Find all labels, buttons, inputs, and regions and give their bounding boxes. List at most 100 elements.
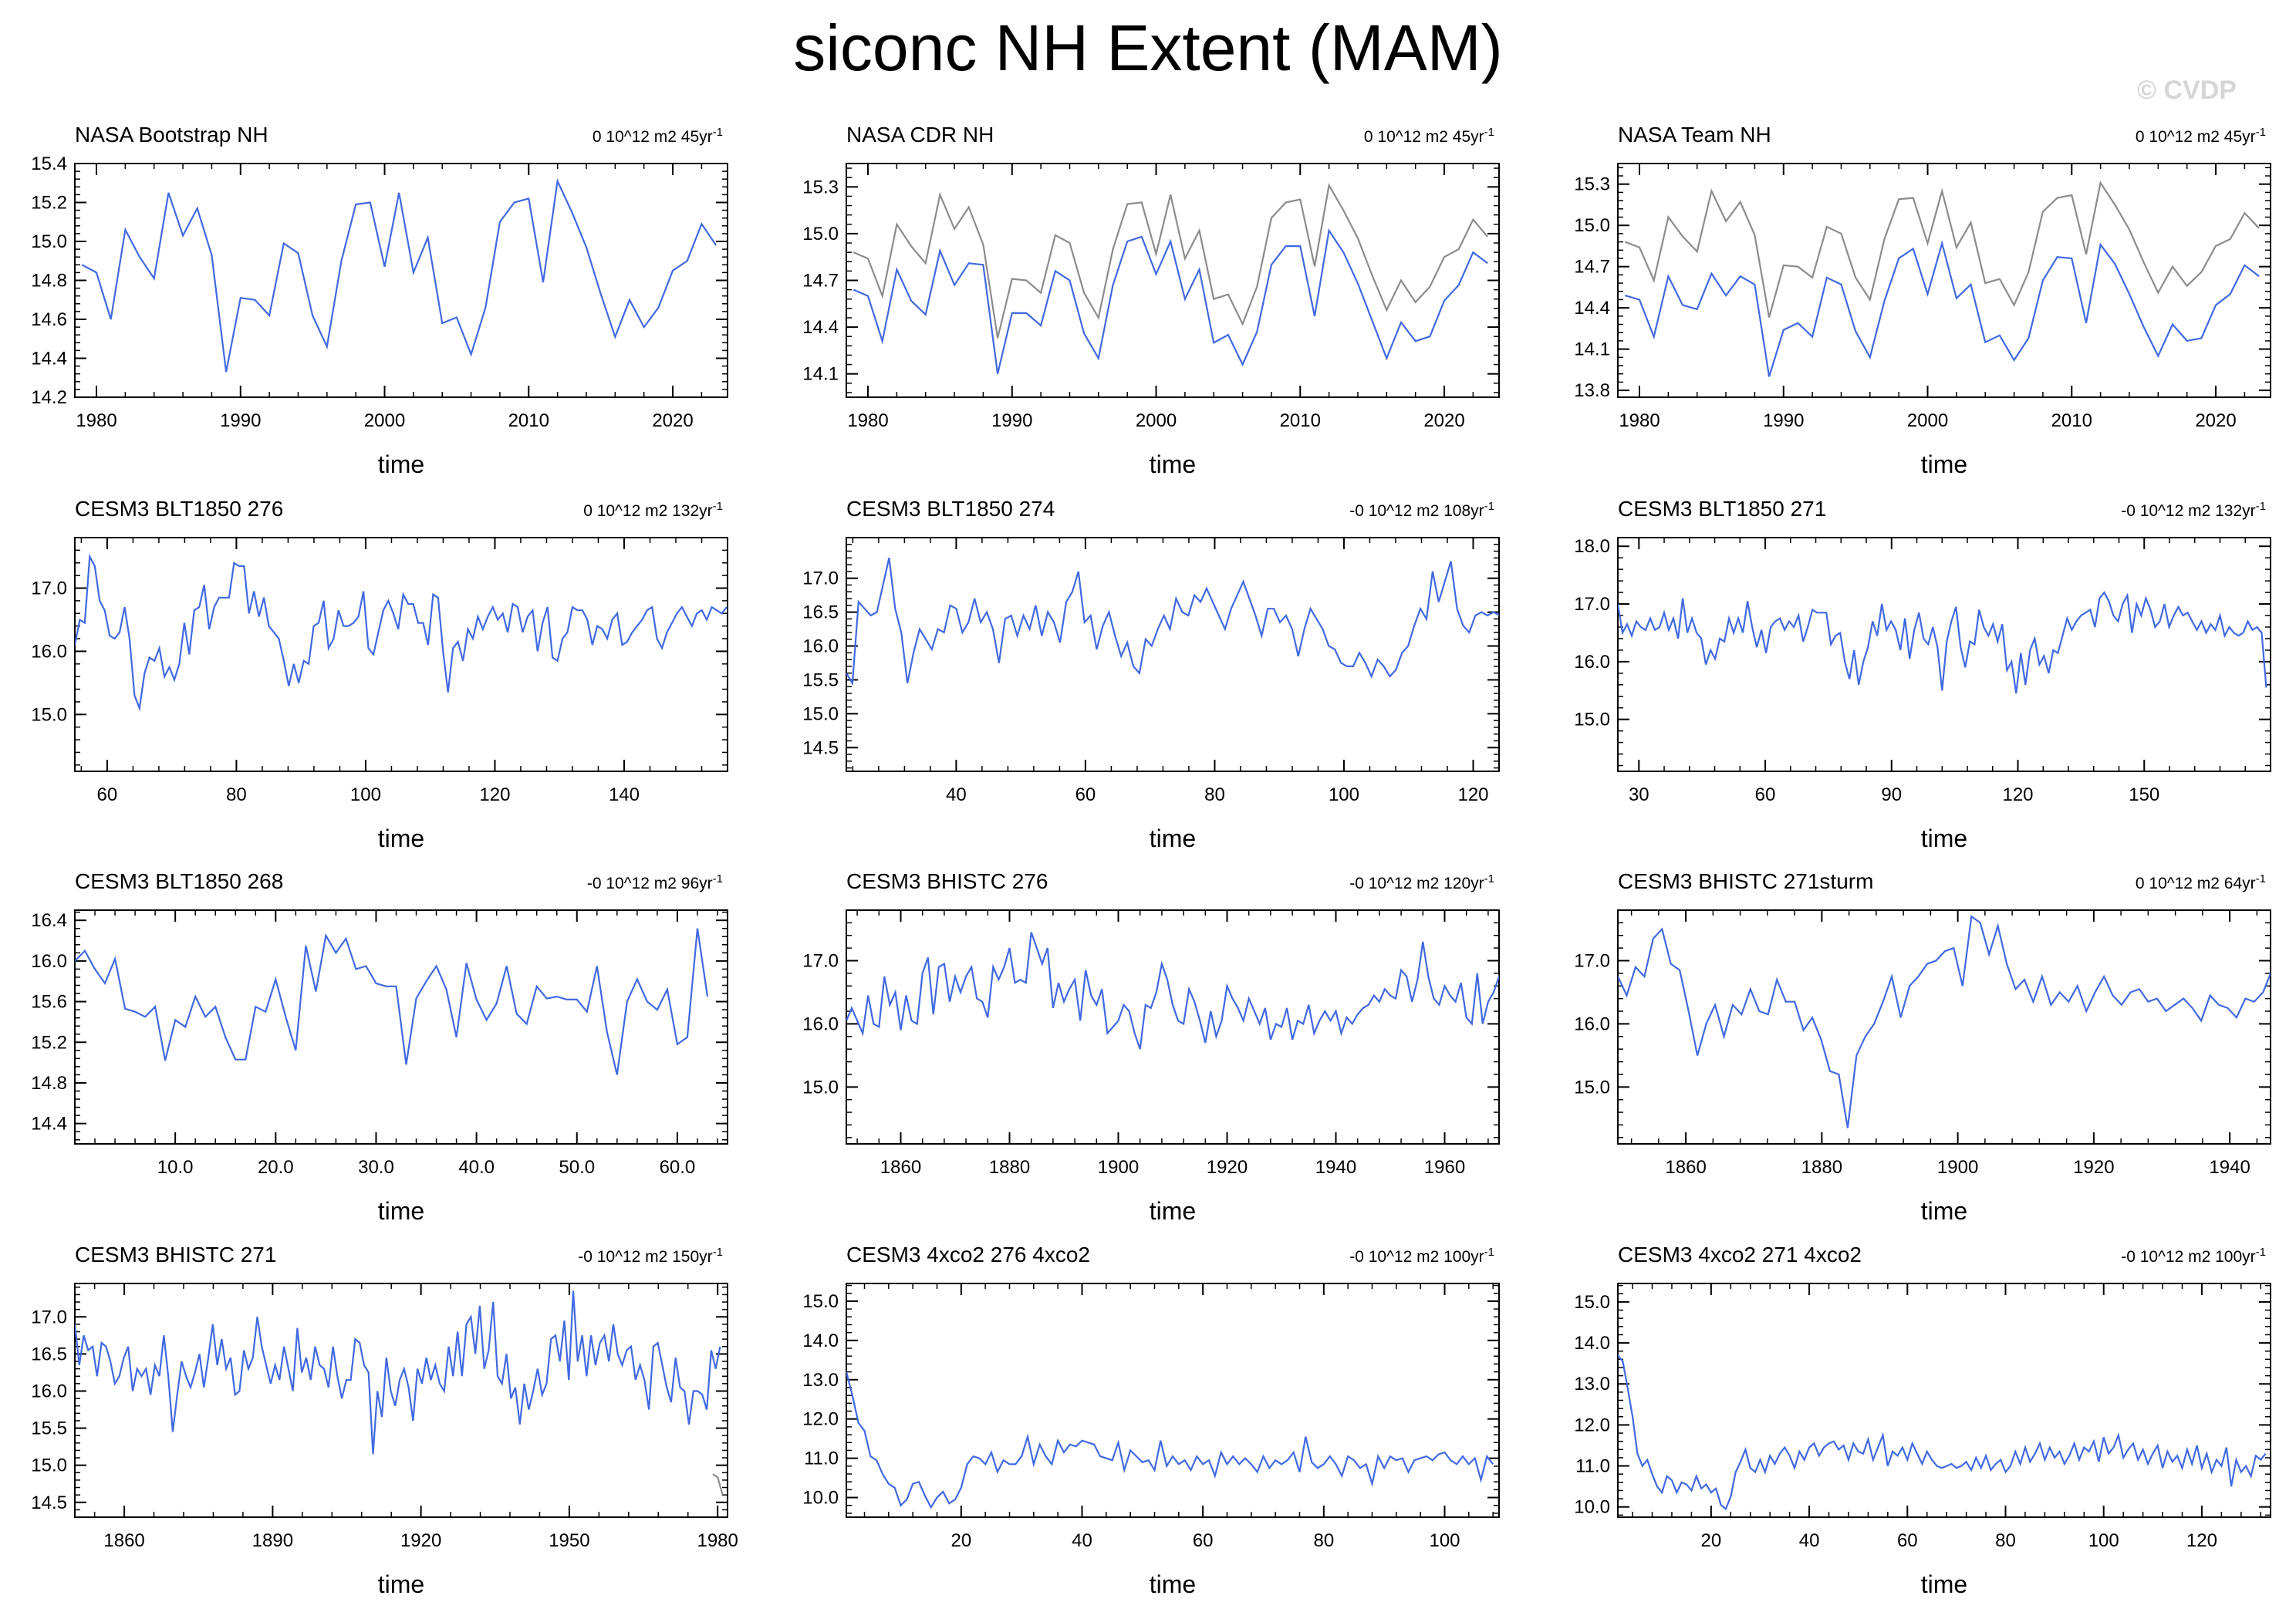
x-axis-label: time [1921,1197,1967,1225]
y-tick-label: 16.0 [1574,1014,1610,1034]
x-tick-label: 2020 [1423,410,1464,431]
trend-label: 0 10^12 m2 132yr-1 [583,500,723,520]
y-tick-label: 17.0 [1574,594,1610,615]
x-tick-label: 1860 [1665,1157,1706,1178]
x-axis-label: time [378,450,424,478]
x-tick-label: 1900 [1098,1157,1139,1178]
x-tick-label: 1990 [1763,410,1804,431]
y-tick-label: 14.4 [1574,298,1610,319]
chart-panel-11: CESM3 4xco2 276 4xco2 -0 10^12 m2 100yr-1… [802,1243,1500,1598]
plot-frame [74,537,728,772]
x-tick-label: 100 [1329,784,1359,805]
y-tick-label: 16.5 [31,1344,67,1364]
x-tick-label: 2000 [1907,410,1948,431]
y-tick-label: 15.3 [802,177,839,197]
x-tick-label: 20 [1701,1530,1722,1551]
x-tick-label: 20.0 [258,1157,294,1178]
trend-label: -0 10^12 m2 100yr-1 [1349,1246,1494,1266]
y-tick-label: 14.8 [31,1073,67,1094]
x-tick-label: 1980 [697,1530,738,1551]
x-tick-label: 20 [950,1530,971,1551]
x-tick-label: 80 [1995,1530,2016,1551]
y-tick-label: 11.0 [1575,1456,1610,1477]
x-axis-label: time [1921,450,1967,478]
y-tick-label: 15.2 [31,193,67,214]
y-tick-label: 14.5 [31,1493,67,1513]
trend-label: -0 10^12 m2 132yr-1 [2121,500,2266,520]
chart-panel-12: CESM3 4xco2 271 4xco2 -0 10^12 m2 100yr-1… [1574,1243,2271,1598]
x-tick-label: 1980 [1619,410,1660,431]
y-tick-label: 16.0 [1574,652,1610,673]
y-tick-label: 15.0 [31,231,67,252]
x-tick-label: 80 [1204,784,1225,805]
y-tick-label: 15.0 [1574,1077,1610,1098]
cvdp-credit-watermark: © CVDP [2137,76,2237,105]
y-tick-label: 15.6 [31,992,67,1013]
panel-title: CESM3 4xco2 276 4xco2 [846,1243,1090,1267]
y-tick-label: 15.0 [1574,710,1610,730]
series-line-primary [75,553,728,712]
y-tick-label: 15.0 [802,703,839,724]
chart-panel-5: CESM3 BLT1850 274 -0 10^12 m2 108yr-1 40 60… [802,497,1500,852]
plot-frame [74,1283,728,1518]
x-tick-label: 1860 [880,1157,921,1178]
x-axis-label: time [378,825,424,852]
y-tick-label: 10.0 [1574,1497,1610,1518]
x-tick-label: 40 [946,784,967,805]
plot-frame [1617,1283,2271,1518]
panel-title: CESM3 BLT1850 268 [75,869,283,893]
y-tick-label: 15.5 [31,1418,67,1439]
series-line-reference [1624,180,2260,318]
panel-title: NASA Team NH [1618,123,1771,147]
trend-label: -0 10^12 m2 96yr-1 [587,872,723,892]
x-tick-label: 2020 [652,410,693,431]
y-tick-label: 13.8 [1574,380,1610,401]
y-tick-label: 10.0 [802,1488,839,1509]
y-tick-label: 12.0 [802,1409,839,1430]
x-tick-label: 1920 [1207,1157,1248,1178]
x-tick-label: 2010 [508,410,549,431]
x-tick-label: 1950 [549,1530,589,1551]
chart-panel-3: NASA Team NH 0 10^12 m2 45yr-1 1980 1990 200… [1574,123,2271,478]
series-line-primary [846,558,1499,686]
plot-frame [846,537,1500,772]
x-tick-label: 140 [609,784,640,805]
trend-label: -0 10^12 m2 150yr-1 [578,1246,723,1266]
series-line-primary [75,928,709,1075]
panel-title: CESM3 BHISTC 271 [75,1243,276,1267]
x-axis-label: time [1150,825,1196,852]
y-tick-label: 17.0 [31,1307,67,1327]
series-line-primary [1618,1354,2267,1511]
panel-title: CESM3 BLT1850 271 [1618,497,1826,521]
series-line-primary [1624,240,2260,377]
y-tick-label: 15.0 [802,224,839,245]
x-axis-label: time [1150,450,1196,478]
x-tick-label: 60 [1075,784,1096,805]
y-tick-label: 15.0 [31,1455,67,1476]
y-tick-label: 15.0 [1574,1292,1610,1313]
x-tick-label: 1960 [1424,1157,1465,1178]
y-tick-label: 14.6 [31,309,67,330]
x-tick-label: 100 [350,784,381,805]
x-tick-label: 1900 [1937,1157,1978,1178]
chart-panel-6: CESM3 BLT1850 271 -0 10^12 m2 132yr-1 30 60… [1574,497,2271,852]
y-tick-label: 16.0 [802,636,839,657]
y-tick-label: 15.0 [802,1077,839,1098]
trend-label: 0 10^12 m2 45yr-1 [2136,126,2266,146]
trend-label: -0 10^12 m2 100yr-1 [2121,1246,2266,1266]
x-tick-label: 1940 [2209,1157,2250,1178]
series-line-reference [853,183,1488,339]
x-axis-label: time [1150,1570,1196,1598]
series-line-primary [1618,915,2271,1128]
plot-frame [74,163,728,398]
y-tick-label: 14.0 [1574,1333,1610,1354]
x-axis-label: time [1921,825,1967,852]
y-tick-label: 14.7 [802,271,839,292]
series-line-primary [846,1371,1494,1509]
y-tick-label: 14.0 [802,1331,839,1351]
panel-title: CESM3 BLT1850 274 [846,497,1055,521]
y-tick-label: 14.1 [802,364,839,385]
y-tick-label: 16.4 [31,910,67,931]
y-tick-label: 17.0 [802,951,839,972]
